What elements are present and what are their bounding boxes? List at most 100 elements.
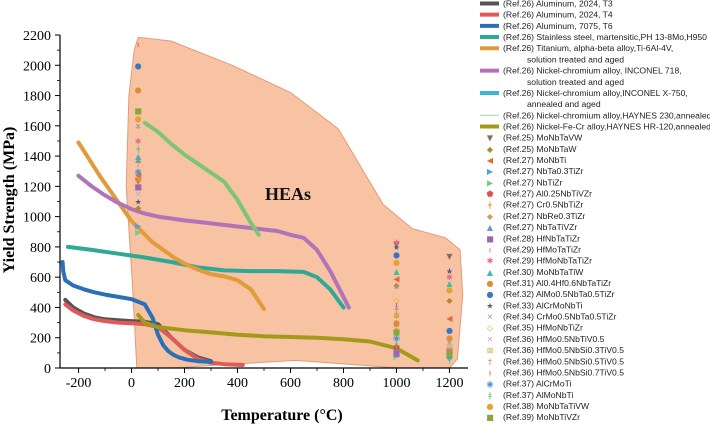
point-ref-27-nbre0-3tizr: ◆ [393,311,400,320]
x-tick-label: 1000 [382,376,410,391]
legend-label: (Ref.36) HfMo0.5NbTiV0.5 [503,334,605,344]
y-tick-label: 1200 [23,180,51,195]
legend-label: (Ref.27) NbTiZr [503,177,563,187]
legend-item: ★ (Ref.33) AlCrMoNbTi [486,300,582,310]
legend-label: (Ref.26) Aluminum, 2024, T3 [503,0,613,9]
point-ref-30-monbtatiw: ▲ [446,279,453,288]
point-ref-36-hfmo0-5nbsi0-3tiv0-5: ⊠ [135,175,142,184]
legend-item: (Ref.26) Titanium, alpha-beta alloy,Ti-6… [480,43,673,64]
legend-marker: ⊠ [487,346,494,355]
point-ref-37-almonbti: ǂ [395,340,399,349]
point-ref-27-nbtizr: ▶ [393,352,400,361]
point-ref-27-monbti: ◀ [393,275,400,284]
point-ref-36-hfmo0-5nbsi0-7tiv0-5: ı [395,300,397,309]
legend-label: solution treated and aged [527,77,624,87]
legend-label: (Ref.31) Al0.4Hf0.6NbTaTiZr [503,278,611,288]
point-ref-36-hfmo0-5nbtiv0-5: ✕ [446,340,453,349]
legend-item: ▲ (Ref.30) MoNbTaTiW [487,267,584,277]
point-ref-29-hfmonbtatizr: ✱ [393,238,400,247]
legend-item: ● (Ref.38) MoNbTaTiVW [487,401,590,411]
hea-annotation: HEAs [265,184,311,204]
legend-marker: ● [487,402,494,411]
point-ref-36-hfmo0-5nbsi0-3tiv0-5: ⊠ [393,311,400,320]
point-ref-25-monbtaw: ◆ [135,204,142,213]
legend-item: ◆ (Ref.27) NbRe0.3TiZr [487,211,586,221]
series-layer [60,120,420,367]
y-tick-label: 800 [30,241,51,256]
point-ref-31-al0-4hf0-6nbtatizr: ● [446,334,453,343]
point-ref-39-monbtivzr: ■ [393,328,401,337]
point-ref-28-hfnbtatizr: ■ [393,349,401,358]
legend-item: ◆ (Ref.25) MoNbTaW [487,144,578,154]
point-ref-30-monbtatiw: ▲ [393,267,400,276]
point-ref-28-hfnbtatizr: ■ [134,182,142,191]
point-ref-27-nbta0-3tizr: ▶ [393,346,400,355]
legend-label: (Ref.36) HfMo0.5NbSi0.3TiV0.5 [503,345,624,355]
point-ref-37-almonbti: ǂ [136,145,140,154]
y-tick-label: 2200 [23,29,51,44]
legend-label: (Ref.34) CrMo0.5NbTa0.5TiZr [503,312,616,322]
y-tick-label: 1400 [23,150,51,165]
legend-label: (Ref.26) Nickel-Fe-Cr alloy,HAYNES HR-12… [503,121,710,131]
legend-marker: ◉ [487,380,494,389]
legend: (Ref.26) Aluminum, 2024, T3(Ref.26) Alum… [480,0,710,422]
point-ref-33-alcrmonbti: ★ [446,267,453,276]
legend-item: (Ref.26) Nickel-Fe-Cr alloy,HAYNES HR-12… [480,121,710,131]
hea-region [125,36,464,369]
legend-label: (Ref.27) MoNbTi [503,155,566,165]
point-ref-36-hfmo0-5nbsi0-5tiv0-5: † [447,347,451,356]
legend-item: ▶ (Ref.27) NbTiZr [487,177,563,187]
point-ref-29-hfmotatizr: ı [137,122,139,131]
point-ref-32-almo0-5nbta0-5tizr: ● [135,61,142,70]
legend-item: (Ref.26) Aluminum, 7075, T6 [480,21,613,31]
legend-label: (Ref.29) HfMoTaTiZr [503,244,581,254]
legend-label: (Ref.27) NbTaTiVZr [503,222,577,232]
legend-item: ■ (Ref.28) HfNbTaTiZr [486,233,580,243]
legend-label: solution treated and aged [527,54,624,64]
legend-item: ⊠ (Ref.36) HfMo0.5NbSi0.3TiV0.5 [487,345,625,355]
legend-item: † (Ref.36) HfMo0.5NbSi0.5TiV0.5 [488,356,624,366]
legend-item: (Ref.26) Aluminum, 2024, T4 [480,10,613,20]
point-ref-27-al0-25nbtivzr: ⬟ [135,175,142,184]
legend-marker: ✱ [487,257,494,266]
point-ref-37-alcrmoti: ◉ [446,352,453,361]
legend-label: (Ref.36) HfMo0.5NbSi0.5TiV0.5 [503,356,624,366]
legend-item: ■ (Ref.39) MoNbTiVZr [486,412,580,422]
legend-label: (Ref.32) AlMo0.5NbTa0.5TiZr [503,289,615,299]
legend-item: ▲ (Ref.27) NbTaTiVZr [487,222,577,232]
x-tick-label: 1200 [435,376,463,391]
point-ref-39-monbtivzr: ■ [446,349,454,358]
series-ref-26-aluminum-7075-t6 [60,260,213,364]
point-ref-27-nbta0-3tizr: ▶ [135,222,142,231]
x-tick-label: 600 [280,376,301,391]
legend-marker: ◀ [487,156,494,165]
legend-label: (Ref.26) Nickel-chromium alloy,HAYNES 23… [503,110,710,120]
legend-item: ● (Ref.32) AlMo0.5NbTa0.5TiZr [487,289,615,299]
legend-label: (Ref.25) MoNbTaVW [503,133,583,143]
legend-marker: ▶ [487,167,494,176]
legend-label: (Ref.27) Cr0.5NbTiZr [503,200,584,210]
point-ref-27-nbtativzr: ▲ [393,319,400,328]
legend-label: (Ref.38) MoNbTaTiVW [503,401,590,411]
legend-marker: ● [487,290,494,299]
y-tick-label: 1600 [23,120,51,135]
legend-item: ▶ (Ref.27) NbTa0.3TiZr [487,166,584,176]
legend-label: (Ref.33) AlCrMoNbTi [503,300,583,310]
y-tick-label: 0 [44,362,51,377]
legend-marker: ▶ [487,178,494,187]
legend-item: ⬟ (Ref.27) Al0.25NbTiVZr [487,189,593,199]
legend-label: (Ref.26) Stainless steel, martensitic,PH… [503,32,707,42]
y-axis-title: Yield Strength (MPa) [1,127,18,274]
point-ref-33-alcrmonbti: ★ [393,243,400,252]
series-ref-26-titanium-alpha-beta-alloy-ti-6al-4v-solution-treated-and-aged [76,140,266,311]
x-tick-label: 400 [227,376,248,391]
point-ref-37-almonbti: ǂ [448,355,452,364]
legend-item: (Ref.26) Nickel-chromium alloy,HAYNES 23… [480,110,710,120]
x-tick-label: 200 [174,376,195,391]
point-ref-27-cr0-5nbtizr: ǂ [136,173,140,182]
legend-item: ◉ (Ref.37) AlCrMoTi [487,379,572,389]
point-ref-35-hfmonbtizr: ◇ [135,107,142,116]
legend-label: annealed and aged [527,99,601,109]
point-ref-27-monbti: ◀ [135,170,142,179]
